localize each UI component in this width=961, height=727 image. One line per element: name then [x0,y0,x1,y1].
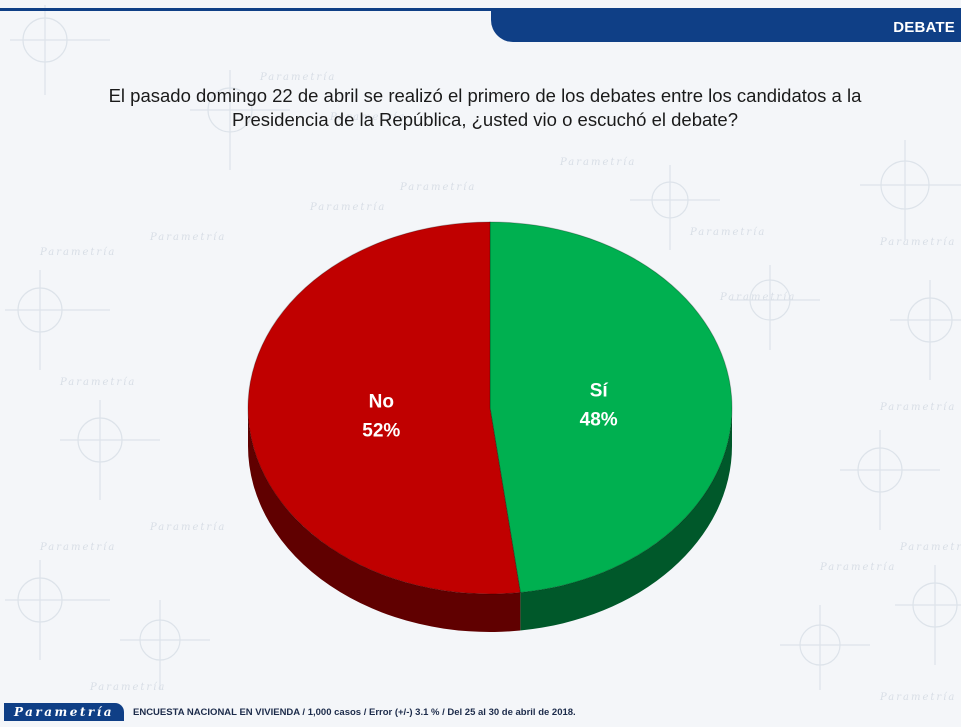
watermark-text: Parametría [149,522,226,533]
pie-side-no [248,408,521,632]
watermark-text: Parametría [329,112,406,123]
watermark-text: Parametría [39,247,116,258]
question-line-2: Presidencia de la República, ¿usted vio … [232,109,738,130]
watermark-text: Parametría [59,377,136,388]
question-title: El pasado domingo 22 de abril se realizó… [60,84,910,132]
watermark-text: Parametría [879,402,956,413]
pie-slice-si [489,221,733,594]
watermark-text: Parametría [689,227,766,238]
watermark-text: Parametría [259,72,336,83]
pie-side-si [520,408,732,631]
watermark-text: Parametría [819,562,896,573]
watermark-text: Parametría [879,237,956,248]
section-label: DEBATE [893,19,955,36]
watermark-text: Parametría [399,182,476,193]
watermark-text: Parametría [559,157,636,168]
watermark-text: Parametría [39,542,116,553]
survey-note: ENCUESTA NACIONAL EN VIVIENDA / 1,000 ca… [133,707,576,718]
header-rule [0,8,961,11]
slice-value-si: 48% [580,410,618,431]
slice-label-si: Sí [590,381,609,402]
watermark-text: Parametría [309,202,386,213]
slice-label-no: No [369,391,394,412]
header-tab [491,8,961,42]
watermark-text: Parametría [719,292,796,303]
watermark-text: Parametría [899,542,961,553]
watermark-text: Parametría [89,682,166,693]
watermark-text: Parametría [149,232,226,243]
question-line-1: El pasado domingo 22 de abril se realizó… [108,85,862,106]
parametria-logo: Parametría [4,703,124,721]
watermark-text: Parametría [879,692,956,703]
pie-slice-no [247,221,521,595]
slice-value-no: 52% [362,420,400,441]
